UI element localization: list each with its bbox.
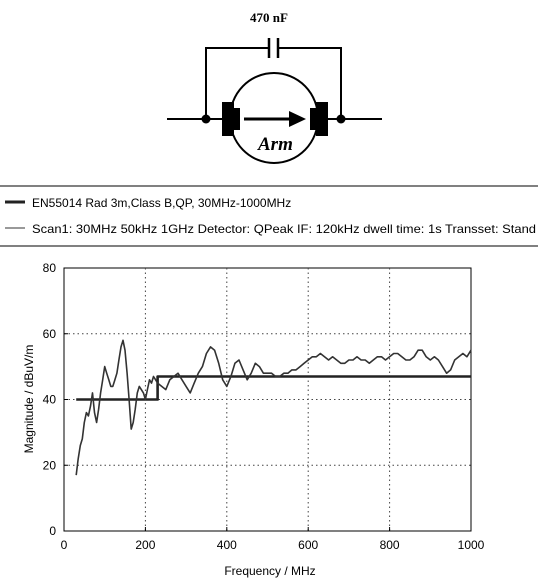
axis-ticks: 0 200 400 600 800 1000 0 20 40 60 80 — [43, 261, 485, 552]
junction-right — [336, 114, 346, 124]
y-tick-label-20: 20 — [43, 458, 57, 472]
x-tick-label-800: 800 — [380, 538, 400, 552]
limit-line-series — [76, 375, 471, 401]
x-tick-label-0: 0 — [61, 538, 68, 552]
junction-left — [201, 114, 211, 124]
series-layer — [75, 339, 472, 476]
legend: EN55014 Rad 3m,Class B,QP, 30MHz-1000MHz… — [0, 185, 538, 247]
x-tick-label-1000: 1000 — [458, 538, 485, 552]
legend-entry-scan: Scan1: 30MHz 50kHz 1GHz Detector: QPeak … — [32, 222, 536, 236]
armature-arrow-head — [289, 111, 306, 127]
y-tick-label-0: 0 — [49, 524, 56, 538]
scan-measurement-series — [75, 339, 472, 476]
motor-label: Arm — [257, 134, 293, 155]
y-tick-label-40: 40 — [43, 393, 57, 407]
capacitor-label: 470 nF — [250, 10, 288, 25]
x-tick-label-400: 400 — [217, 538, 237, 552]
brush-right-tip — [310, 108, 316, 130]
brush-left-tip — [234, 108, 240, 130]
y-tick-label-60: 60 — [43, 327, 57, 341]
y-axis-label: Magnitude / dBuV/m — [22, 345, 36, 454]
x-tick-label-600: 600 — [298, 538, 318, 552]
emission-chart: 0 200 400 600 800 1000 0 20 40 60 80 Frequency / M… — [22, 261, 485, 578]
y-tick-label-80: 80 — [43, 261, 57, 275]
x-tick-label-200: 200 — [135, 538, 155, 552]
legend-entry-limit: EN55014 Rad 3m,Class B,QP, 30MHz-1000MHz — [32, 196, 291, 210]
brush-right — [316, 102, 328, 136]
brush-left — [222, 102, 234, 136]
capacitor-wires — [205, 47, 342, 117]
x-axis-label: Frequency / MHz — [224, 564, 315, 578]
motor-schematic: 470 nF Arm — [167, 10, 382, 164]
